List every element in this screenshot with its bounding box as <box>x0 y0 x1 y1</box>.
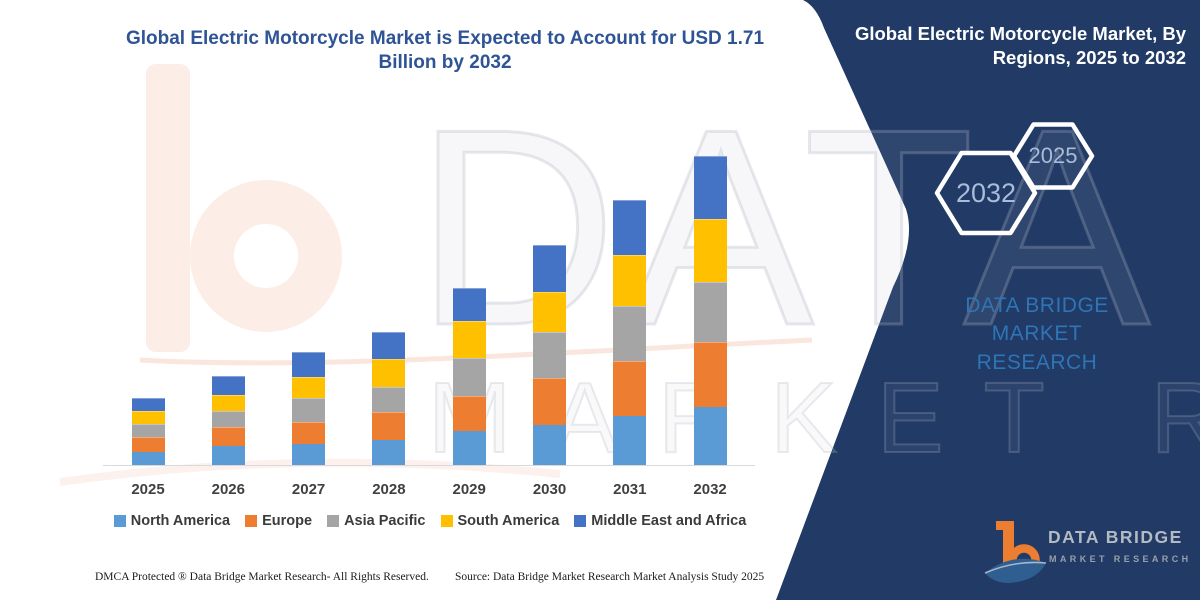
bar-segment-2026-europe <box>211 427 245 446</box>
brand-wordmark-line1: DATA BRIDGE MARKET <box>965 294 1109 346</box>
bar-segment-2029-north-america <box>452 430 486 465</box>
bar-segment-2025-north-america <box>131 451 165 465</box>
bar-2031 <box>613 199 647 465</box>
bar-segment-2027-south-america <box>292 376 326 399</box>
bar-segment-2027-middle-east-and-africa <box>292 352 326 377</box>
bar-segment-2025-asia-pacific <box>131 424 165 437</box>
side-panel-title-line1: Global Electric Motorcycle Market, By <box>854 23 1186 44</box>
bar-segment-2026-south-america <box>211 394 245 411</box>
hexagon-badges-icon <box>934 122 1095 236</box>
hexagon-year-2032: 2032 <box>955 178 1017 208</box>
bar-segment-2025-middle-east-and-africa <box>131 398 165 411</box>
bar-segment-2029-asia-pacific <box>452 358 486 396</box>
page-title-line2: Billion by 2032 <box>378 52 512 74</box>
bar-segment-2032-north-america <box>693 407 727 465</box>
bar-segment-2027-north-america <box>292 444 326 465</box>
bar-segment-2030-asia-pacific <box>533 331 566 379</box>
legend-label: Europe <box>262 513 313 529</box>
x-axis-label-2030: 2030 <box>532 481 567 498</box>
footer-copyright: DMCA Protected ® Data Bridge Market Rese… <box>95 571 429 583</box>
bar-segment-2025-south-america <box>131 410 165 425</box>
legend-swatch-icon <box>574 515 587 527</box>
page-title: Global Electric Motorcycle Market is Exp… <box>115 27 775 76</box>
legend-item-europe: Europe <box>245 513 312 529</box>
bar-segment-2031-north-america <box>613 415 647 465</box>
x-axis-label-2031: 2031 <box>613 481 647 498</box>
bar-segment-2031-europe <box>613 360 647 416</box>
legend-item-asia-pacific: Asia Pacific <box>327 513 426 529</box>
bar-segment-2031-asia-pacific <box>613 306 647 361</box>
bar-segment-2032-europe <box>693 342 727 408</box>
bar-2025 <box>131 398 165 465</box>
legend-swatch-icon <box>440 515 453 527</box>
bar-segment-2026-asia-pacific <box>211 410 245 428</box>
bar-segment-2028-middle-east-and-africa <box>372 331 406 360</box>
page-title-line1: Global Electric Motorcycle Market is Exp… <box>125 28 765 49</box>
legend-item-middle-east-and-africa: Middle East and Africa <box>574 513 746 529</box>
bar-segment-2027-asia-pacific <box>292 398 326 422</box>
side-panel-title: Global Electric Motorcycle Market, By Re… <box>834 22 1186 71</box>
brand-wordmark-line2: RESEARCH <box>976 350 1098 374</box>
bar-segment-2030-europe <box>533 378 566 425</box>
logo-brand-text: DATA BRIDGE <box>1048 527 1183 547</box>
bar-segment-2028-south-america <box>372 359 406 388</box>
legend-swatch-icon <box>245 515 258 527</box>
data-bridge-logo-icon <box>984 521 1047 583</box>
bar-segment-2030-north-america <box>533 424 566 465</box>
bar-segment-2025-europe <box>131 436 165 452</box>
hexagon-year-2025: 2025 <box>1028 143 1078 168</box>
bar-segment-2029-south-america <box>452 321 486 359</box>
footer-source: Source: Data Bridge Market Research Mark… <box>455 571 765 583</box>
bar-segment-2026-middle-east-and-africa <box>211 375 245 395</box>
legend-label: South America <box>457 513 560 529</box>
x-axis-label-2028: 2028 <box>372 481 406 498</box>
bar-segment-2028-europe <box>372 412 406 441</box>
bar-segment-2032-south-america <box>693 219 727 283</box>
bar-segment-2029-europe <box>452 395 486 431</box>
bar-segment-2032-middle-east-and-africa <box>693 155 727 220</box>
bar-2029 <box>452 287 486 465</box>
x-axis-label-2032: 2032 <box>693 481 727 498</box>
bar-segment-2028-asia-pacific <box>372 387 406 413</box>
x-axis-label-2026: 2026 <box>211 481 245 498</box>
logo-sub-text: MARKET RESEARCH <box>1049 554 1192 564</box>
bar-segment-2027-europe <box>292 421 326 444</box>
brand-wordmark: DATA BRIDGE MARKET RESEARCH <box>917 292 1157 377</box>
legend-item-north-america: North America <box>113 513 231 529</box>
legend-label: Middle East and Africa <box>591 513 747 529</box>
bar-segment-2026-north-america <box>211 445 245 465</box>
bar-2030 <box>533 244 566 465</box>
legend-swatch-icon <box>327 515 340 527</box>
bar-segment-2030-middle-east-and-africa <box>533 244 566 292</box>
bar-segment-2031-middle-east-and-africa <box>613 199 647 255</box>
chart-legend: North America Europe Asia Pacific South Ame… <box>100 513 760 529</box>
x-axis-line <box>103 465 755 466</box>
bar-segment-2031-south-america <box>613 254 647 307</box>
legend-label: Asia Pacific <box>344 513 426 529</box>
bar-2027 <box>292 352 326 465</box>
legend-label: North America <box>130 513 231 529</box>
bar-2028 <box>372 331 406 465</box>
x-axis-label-2029: 2029 <box>452 481 486 498</box>
bar-segment-2028-north-america <box>372 440 406 465</box>
bar-segment-2030-south-america <box>533 291 566 332</box>
plot-area: 2025 2026 2027 2028 2029 2030 2031 2032 <box>103 155 755 498</box>
legend-item-south-america: South America <box>440 513 560 529</box>
bar-segment-2029-middle-east-and-africa <box>452 287 486 322</box>
side-panel-title-line2: Regions, 2025 to 2032 <box>992 47 1186 69</box>
x-axis-label-2025: 2025 <box>131 481 165 498</box>
bar-2032 <box>693 155 727 465</box>
x-axis-label-2027: 2027 <box>291 481 326 498</box>
bar-2026 <box>211 375 245 465</box>
bar-segment-2032-asia-pacific <box>693 282 727 343</box>
legend-swatch-icon <box>113 515 126 527</box>
